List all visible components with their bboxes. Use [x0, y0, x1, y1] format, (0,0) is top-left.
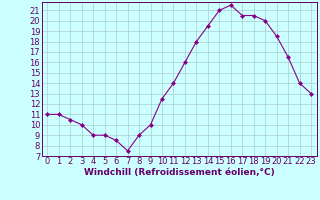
X-axis label: Windchill (Refroidissement éolien,°C): Windchill (Refroidissement éolien,°C): [84, 168, 275, 177]
